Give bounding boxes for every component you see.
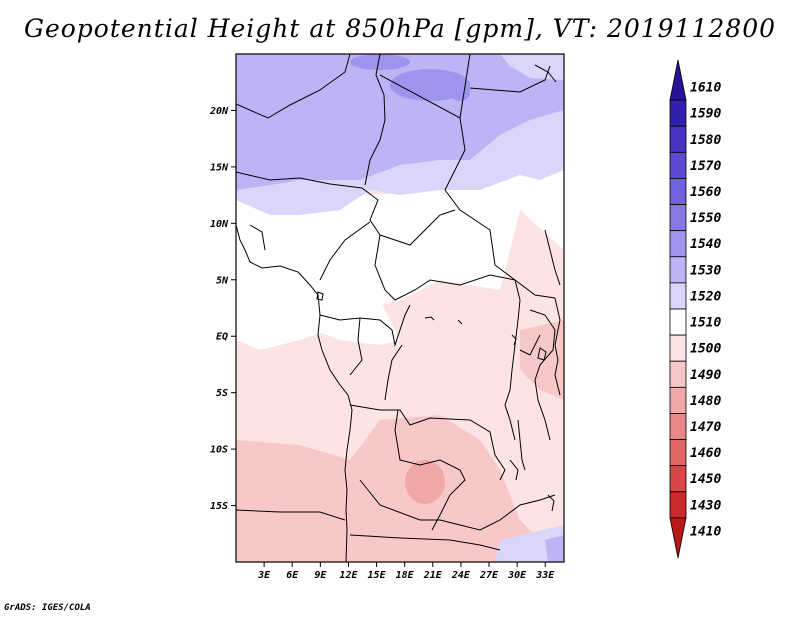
colorbar-label: 1500: [690, 342, 721, 357]
colorbar-label: 1460: [690, 446, 721, 461]
colorbar-swatch: [669, 360, 687, 388]
x-tick-label: 27E: [479, 570, 499, 581]
colorbar-label: 1560: [690, 185, 721, 200]
colorbar-swatch: [669, 386, 687, 414]
colorbar-swatch: [669, 256, 687, 284]
y-tick-label: 15N: [210, 162, 229, 173]
colorbar-label: 1570: [690, 159, 721, 174]
x-tick-label: 33E: [535, 570, 555, 581]
colorbar-label: 1610: [690, 81, 721, 96]
colorbar-label: 1430: [690, 498, 721, 513]
x-tick-label: 21E: [423, 570, 443, 581]
height-field: [236, 54, 564, 562]
x-tick-label: 18E: [396, 570, 415, 581]
map-panel: [235, 53, 565, 563]
colorbar: 1610 1590 1580 1570 1560 1550 1540 1530 1520 1510…: [669, 59, 721, 559]
plot-title: Geopotential Height at 850hPa [gpm], VT:…: [23, 14, 777, 43]
x-tick-label: 9E: [314, 570, 327, 581]
colorbar-label: 1580: [690, 133, 721, 148]
colorbar-label: 1450: [690, 472, 721, 487]
colorbar-swatch: [669, 517, 687, 559]
y-tick-label: EQ: [216, 332, 228, 343]
colorbar-swatch: [669, 439, 687, 467]
x-tick-label: 15E: [368, 570, 387, 581]
colorbar-swatch: [669, 151, 687, 179]
y-tick-label: 15S: [210, 501, 228, 512]
y-tick-label: 5S: [216, 388, 228, 399]
colorbar-label: 1530: [690, 263, 721, 278]
colorbar-swatch: [669, 125, 687, 153]
colorbar-swatch: [669, 204, 687, 232]
colorbar-swatch: [669, 308, 687, 336]
colorbar-label: 1520: [690, 289, 721, 304]
colorbar-label: 1470: [690, 420, 721, 435]
x-tick-label: 30E: [507, 570, 527, 581]
colorbar-label: 1490: [690, 368, 721, 383]
x-tick-label: 6E: [286, 570, 299, 581]
colorbar-label: 1510: [690, 316, 721, 331]
y-axis: 20N 15N 10N 5N EQ 5S 10S 15S: [209, 106, 236, 512]
x-tick-label: 12E: [339, 570, 358, 581]
x-axis: 3E 6E 9E 12E 15E 18E 21E 24E 27E 30E 33E: [257, 562, 555, 581]
colorbar-label: 1480: [690, 394, 721, 409]
colorbar-label: 1540: [690, 237, 721, 252]
colorbar-swatch: [669, 491, 687, 519]
colorbar-label: 1550: [690, 211, 721, 226]
x-tick-label: 24E: [451, 570, 471, 581]
x-tick-label: 3E: [257, 570, 271, 581]
colorbar-swatch: [669, 59, 687, 101]
colorbar-swatch: [669, 334, 687, 362]
colorbar-label: 1590: [690, 107, 721, 122]
grads-credit: GrADS: IGES/COLA: [4, 603, 91, 613]
y-tick-label: 10N: [210, 219, 229, 230]
colorbar-swatch: [669, 230, 687, 258]
country-boundaries: [236, 54, 561, 562]
y-tick-label: 5N: [216, 275, 229, 286]
colorbar-label: 1410: [690, 524, 721, 539]
colorbar-swatch: [669, 99, 687, 127]
colorbar-swatch: [669, 282, 687, 310]
y-tick-label: 20N: [209, 106, 229, 117]
colorbar-swatch: [669, 178, 687, 205]
map-frame: [235, 53, 565, 563]
y-tick-label: 10S: [210, 445, 228, 456]
colorbar-swatch: [669, 465, 687, 493]
colorbar-swatch: [669, 413, 687, 440]
